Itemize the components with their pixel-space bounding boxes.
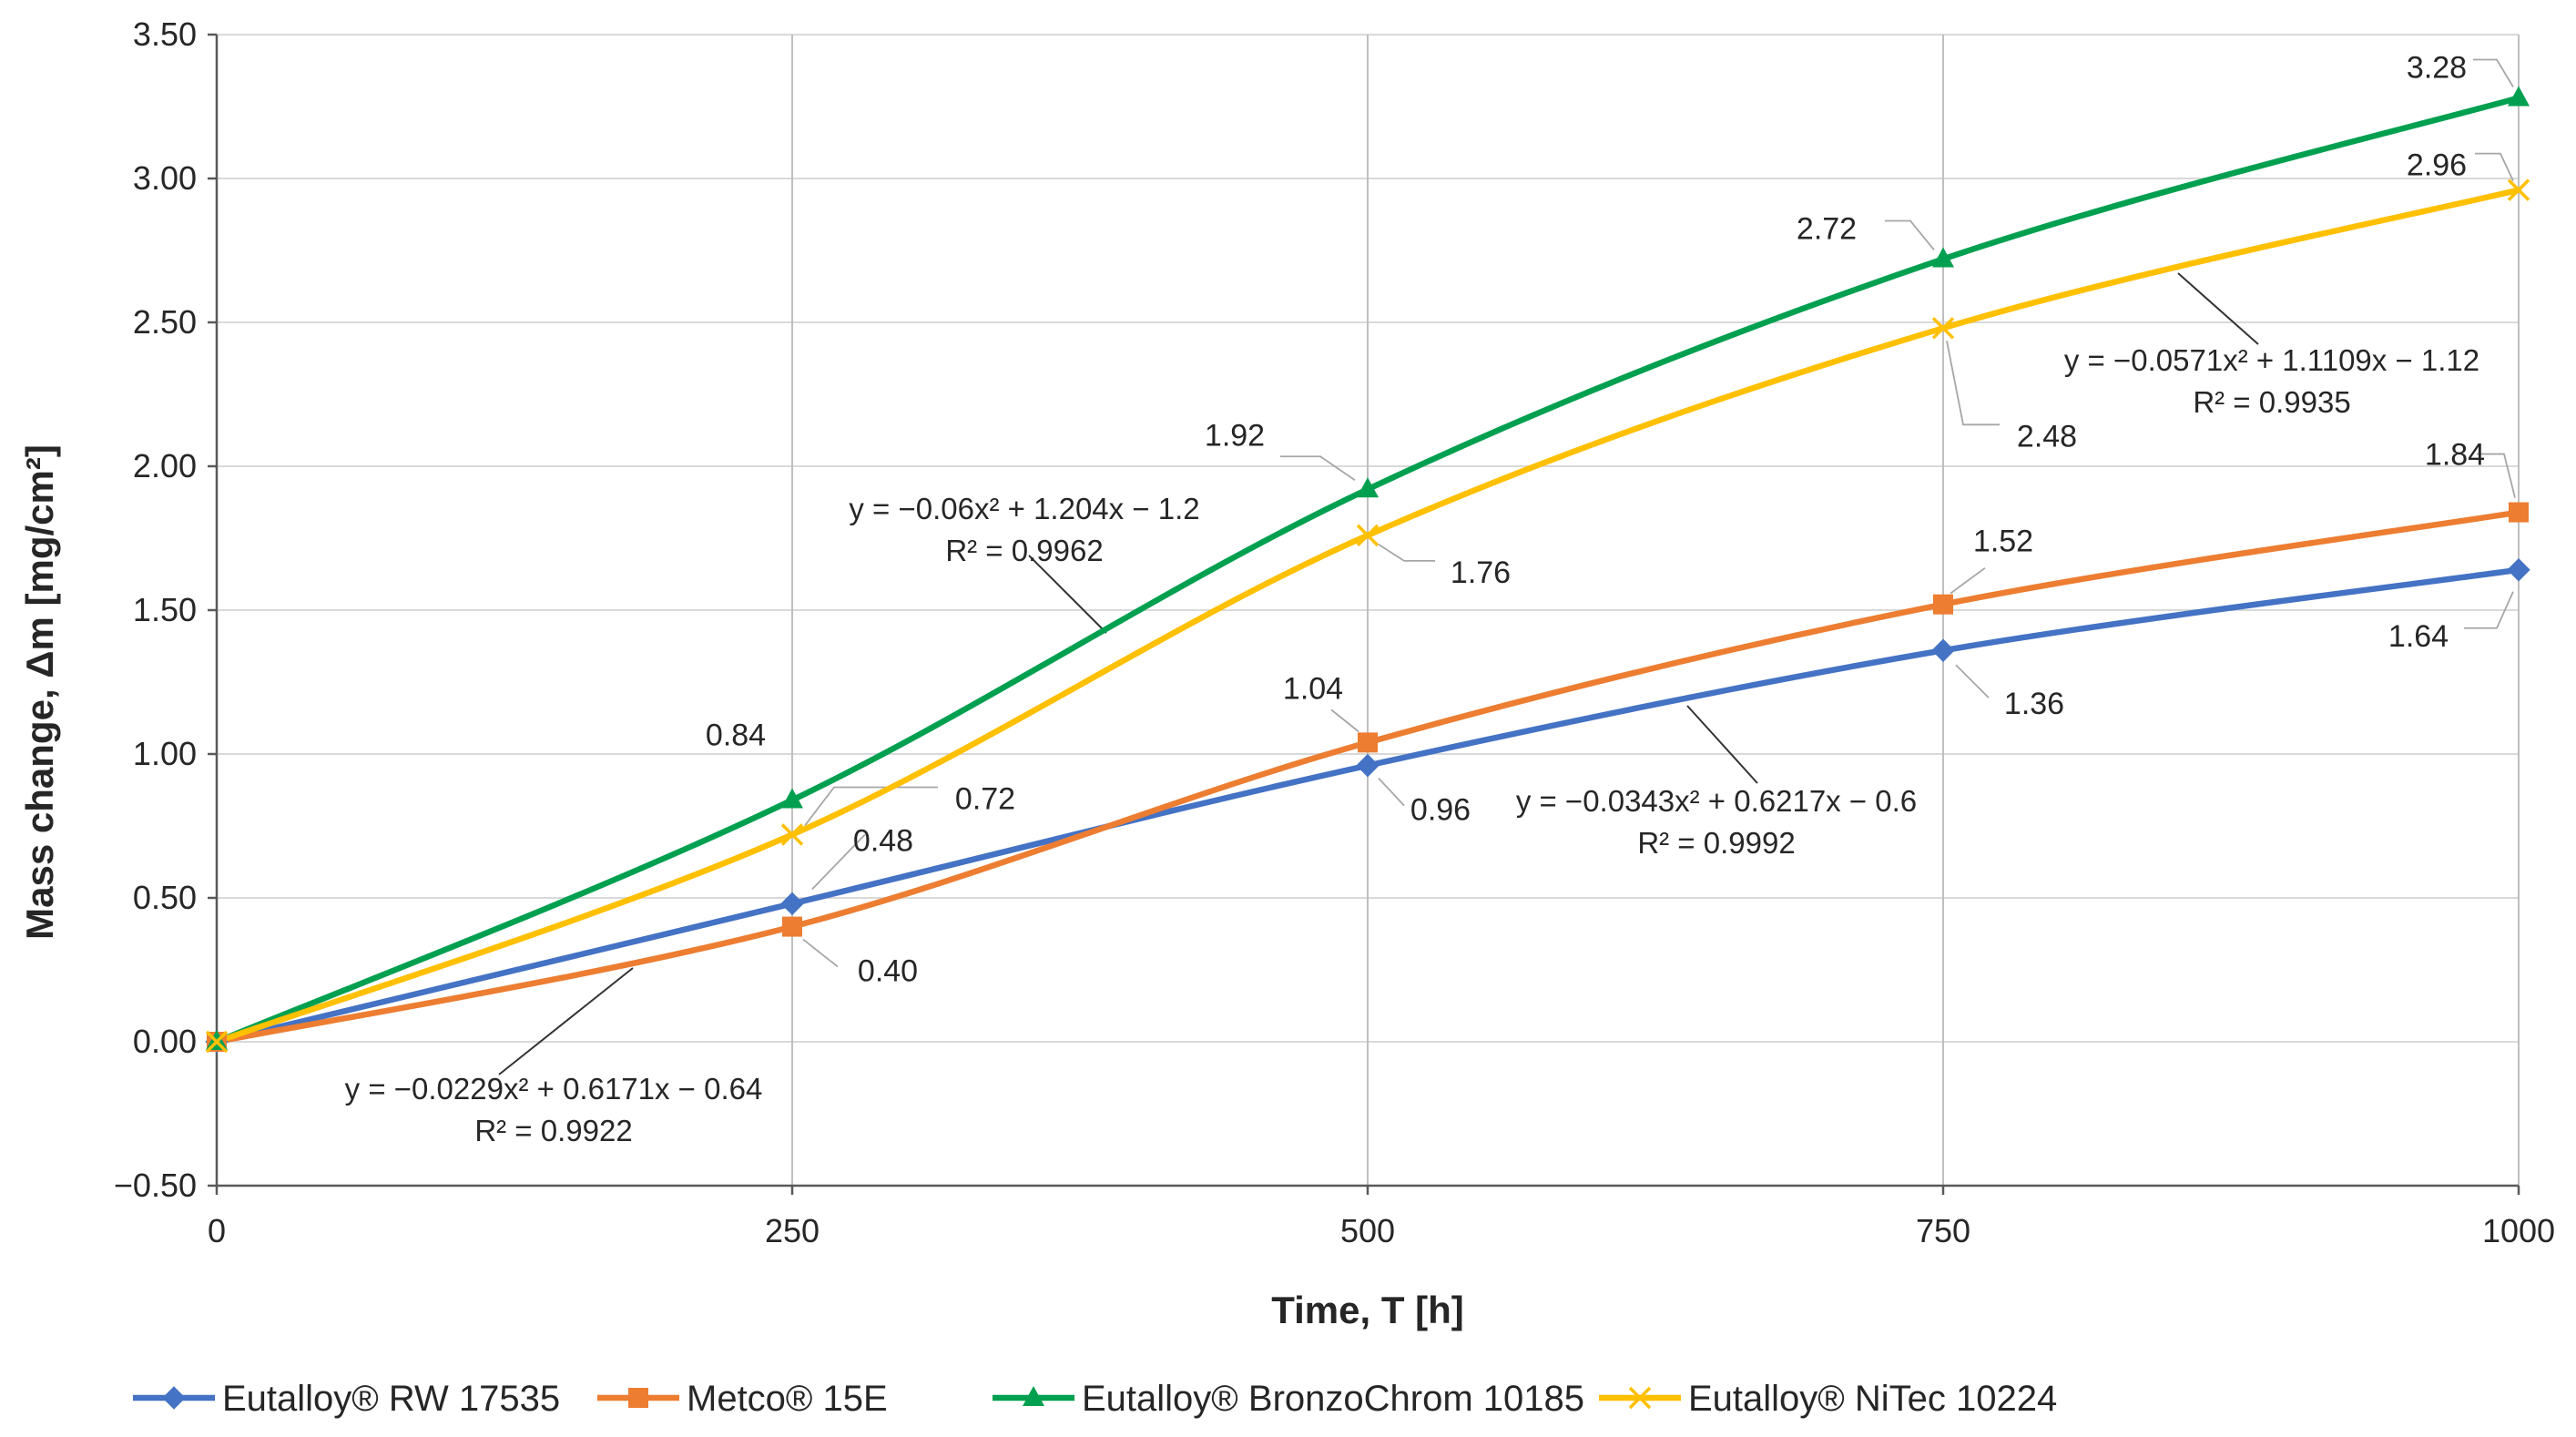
data-label-leader bbox=[2475, 152, 2514, 182]
x-axis-title: Time, T [h] bbox=[1271, 1289, 1464, 1331]
data-label-leader bbox=[2473, 58, 2514, 87]
trendline-equation: y = −0.0571x² + 1.1109x − 1.12 bbox=[2064, 343, 2479, 377]
data-point-marker bbox=[2509, 502, 2529, 523]
data-label: 0.40 bbox=[858, 954, 918, 989]
data-label-leader bbox=[2477, 453, 2516, 498]
data-label-leader bbox=[2464, 591, 2514, 629]
data-label: 0.96 bbox=[1410, 793, 1471, 828]
data-label: 2.48 bbox=[2017, 419, 2077, 454]
data-point-marker bbox=[1358, 732, 1378, 753]
legend-item: Eutalloy® RW 17535 bbox=[133, 1379, 560, 1419]
data-point-marker bbox=[1932, 247, 1954, 268]
trendline-leader bbox=[2177, 272, 2259, 345]
data-label: 3.28 bbox=[2407, 51, 2467, 86]
series-markers bbox=[205, 86, 2530, 1054]
x-tick-label: 250 bbox=[765, 1212, 820, 1249]
data-labels: 0.48 0.96 1.36 1.64 0.40 1.04 1.52 1.84 0.84 1.92… bbox=[706, 51, 2485, 989]
data-label: 1.92 bbox=[1205, 418, 1265, 453]
legend-swatch-marker bbox=[1023, 1386, 1044, 1406]
data-label-leader bbox=[1280, 455, 1356, 482]
trendline-leader bbox=[1028, 555, 1107, 634]
trendline-equation: y = −0.0229x² + 0.6171x − 0.64 bbox=[345, 1072, 763, 1106]
data-label-leader bbox=[1946, 341, 2000, 426]
data-label-leader bbox=[1950, 566, 1986, 595]
trendline-r2: R² = 0.9992 bbox=[1637, 826, 1795, 860]
legend-swatch-marker bbox=[628, 1388, 648, 1408]
leader-lines bbox=[498, 58, 2516, 1075]
data-label: 1.84 bbox=[2425, 438, 2485, 473]
data-label: 0.48 bbox=[853, 823, 913, 858]
data-label: 1.04 bbox=[1283, 671, 1343, 706]
data-label-leader bbox=[811, 833, 866, 890]
legend-label: Eutalloy® NiTec 10224 bbox=[1688, 1379, 2057, 1419]
trendline-leader bbox=[1686, 705, 1758, 784]
data-point-marker bbox=[782, 916, 802, 937]
trendline-r2: R² = 0.9935 bbox=[2193, 385, 2350, 419]
data-point-marker bbox=[781, 788, 803, 809]
y-tick-label: 0.50 bbox=[133, 879, 197, 916]
y-tick-label: 0.00 bbox=[133, 1023, 197, 1060]
data-label-leader bbox=[1378, 778, 1405, 807]
legend: Eutalloy® RW 17535 Metco® 15E Eutalloy® Br… bbox=[133, 1379, 2057, 1419]
y-tick-labels: −0.50 0.00 0.50 1.00 1.50 2.00 2.50 3.00 3.50 bbox=[114, 15, 217, 1204]
legend-label: Eutalloy® BronzoChrom 10185 bbox=[1082, 1379, 1584, 1419]
data-label-leader bbox=[1885, 219, 1935, 251]
gridlines bbox=[217, 34, 2520, 1186]
data-point-marker bbox=[2507, 558, 2530, 582]
x-tick-label: 500 bbox=[1340, 1212, 1395, 1249]
y-tick-label: 1.00 bbox=[133, 735, 197, 772]
legend-item: Metco® 15E bbox=[597, 1379, 888, 1419]
data-label-leader bbox=[1378, 544, 1435, 562]
y-axis-title: Mass change, Δm [mg/cm²] bbox=[18, 444, 61, 940]
data-point-marker bbox=[2508, 86, 2530, 107]
x-tick-labels: 0 250 500 750 1000 bbox=[208, 1186, 2555, 1249]
data-label-leader bbox=[1330, 708, 1359, 733]
legend-label: Metco® 15E bbox=[687, 1379, 888, 1419]
trendline-r2: R² = 0.9962 bbox=[945, 534, 1103, 567]
trendline-equation: y = −0.06x² + 1.204x − 1.2 bbox=[849, 492, 1199, 525]
data-point-marker bbox=[2507, 178, 2530, 201]
legend-item: Eutalloy® BronzoChrom 10185 bbox=[993, 1379, 1584, 1419]
data-point-marker bbox=[205, 1030, 229, 1054]
y-tick-label: −0.50 bbox=[114, 1167, 197, 1204]
data-label: 2.96 bbox=[2407, 148, 2467, 183]
trendline-r2: R² = 0.9922 bbox=[474, 1114, 632, 1147]
data-label: 1.36 bbox=[2004, 687, 2064, 721]
x-tick-label: 750 bbox=[1916, 1212, 1970, 1249]
y-tick-label: 2.50 bbox=[133, 303, 197, 341]
data-label: 0.72 bbox=[955, 781, 1015, 816]
data-point-marker bbox=[1356, 753, 1380, 778]
data-point-marker bbox=[780, 823, 804, 846]
x-tick-label: 1000 bbox=[2482, 1212, 2555, 1249]
legend-label: Eutalloy® RW 17535 bbox=[222, 1379, 560, 1419]
data-point-marker bbox=[780, 892, 804, 916]
data-label-leader bbox=[1955, 664, 1990, 698]
y-tick-label: 1.50 bbox=[133, 591, 197, 628]
data-label: 2.72 bbox=[1797, 211, 1857, 246]
data-point-marker bbox=[1931, 638, 1955, 662]
y-tick-label: 3.50 bbox=[133, 15, 197, 53]
data-point-marker bbox=[1357, 477, 1379, 498]
data-label: 1.52 bbox=[1973, 525, 2033, 559]
trendline-equations: y = −0.0343x² + 0.6217x − 0.6 R² = 0.9992… bbox=[345, 343, 2479, 1147]
data-label: 1.64 bbox=[2388, 619, 2449, 654]
legend-swatch-marker bbox=[162, 1386, 186, 1410]
x-tick-label: 0 bbox=[208, 1212, 226, 1249]
y-tick-label: 2.00 bbox=[133, 447, 197, 484]
trendline-leader bbox=[498, 967, 634, 1075]
data-label: 1.76 bbox=[1451, 555, 1511, 590]
data-point-marker bbox=[1931, 317, 1955, 340]
data-label: 0.84 bbox=[706, 718, 766, 753]
legend-item: Eutalloy® NiTec 10224 bbox=[1599, 1379, 2057, 1419]
trendline-equation: y = −0.0343x² + 0.6217x − 0.6 bbox=[1516, 784, 1917, 818]
data-point-marker bbox=[1933, 594, 1953, 615]
y-tick-label: 3.00 bbox=[133, 159, 197, 197]
data-label-leader bbox=[804, 786, 938, 827]
data-point-marker bbox=[1356, 524, 1380, 547]
legend-swatch-marker bbox=[1628, 1386, 1652, 1410]
data-label-leader bbox=[802, 938, 839, 968]
